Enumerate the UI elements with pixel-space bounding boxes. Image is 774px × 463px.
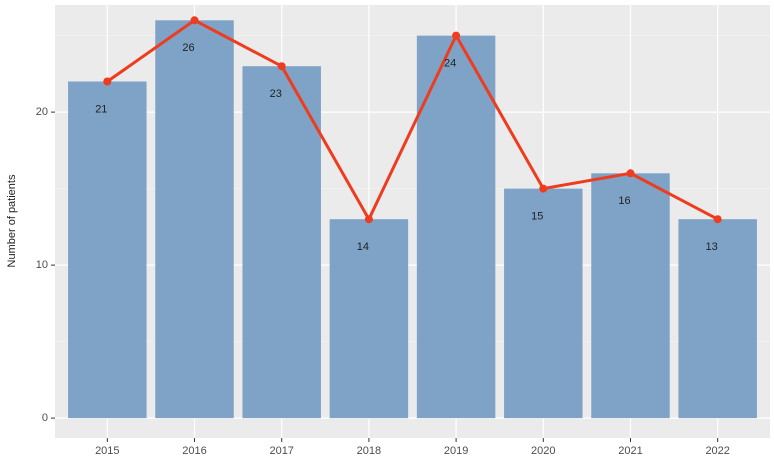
line: [106, 18, 719, 223]
data-label: 24: [444, 58, 456, 70]
y-tick-label: 20: [36, 106, 48, 118]
x-tick-label: 2022: [705, 445, 729, 457]
x-tick-label: 2016: [182, 445, 206, 457]
point: [103, 77, 112, 86]
bar: [678, 219, 757, 419]
data-label: 16: [618, 195, 630, 207]
data-label: 23: [270, 88, 282, 100]
data-label: 15: [531, 211, 543, 223]
point: [626, 169, 635, 178]
bar: [329, 219, 409, 419]
x-tick-label: 2021: [618, 445, 642, 457]
point: [539, 184, 548, 193]
x-tick-label: 2020: [531, 445, 555, 457]
x-tick-label: 2018: [357, 445, 381, 457]
bar: [242, 66, 321, 419]
data-label: 13: [706, 241, 718, 253]
point: [277, 62, 286, 71]
data-label: 26: [182, 42, 194, 54]
bar: [416, 35, 496, 419]
data-label: 14: [357, 241, 369, 253]
point: [713, 215, 722, 224]
x-tick-label: 2017: [269, 445, 293, 457]
x-tick-label: 2015: [95, 445, 119, 457]
x-tick-label: 2019: [444, 445, 468, 457]
data-label: 21: [95, 103, 107, 115]
point: [364, 215, 373, 224]
bar: [504, 188, 583, 419]
y-tick-label: 10: [36, 259, 48, 271]
bar: [68, 81, 147, 419]
y-tick-label: 0: [42, 412, 48, 424]
bar: [155, 20, 234, 419]
point: [452, 31, 461, 40]
bar: [591, 173, 670, 419]
y-axis-label: Number of patients: [6, 174, 18, 267]
point: [190, 16, 199, 25]
